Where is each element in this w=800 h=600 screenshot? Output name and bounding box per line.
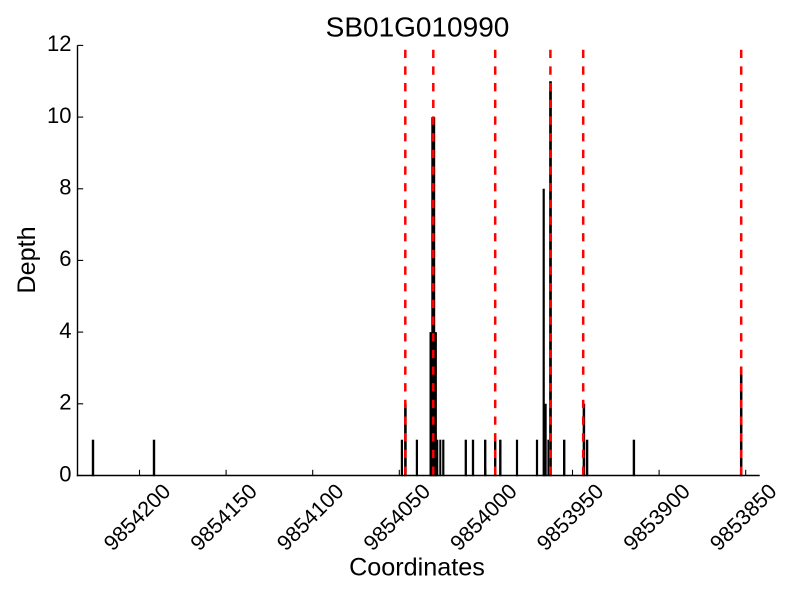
svg-text:10: 10 [47, 103, 71, 128]
svg-text:8: 8 [59, 175, 71, 200]
svg-text:6: 6 [59, 246, 71, 271]
svg-text:2: 2 [59, 390, 71, 415]
svg-text:12: 12 [47, 31, 71, 56]
svg-text:4: 4 [59, 318, 71, 343]
svg-text:Coordinates: Coordinates [349, 554, 485, 582]
svg-text:Depth: Depth [13, 226, 41, 293]
svg-text:SB01G010990: SB01G010990 [326, 12, 510, 43]
svg-text:0: 0 [59, 461, 71, 486]
